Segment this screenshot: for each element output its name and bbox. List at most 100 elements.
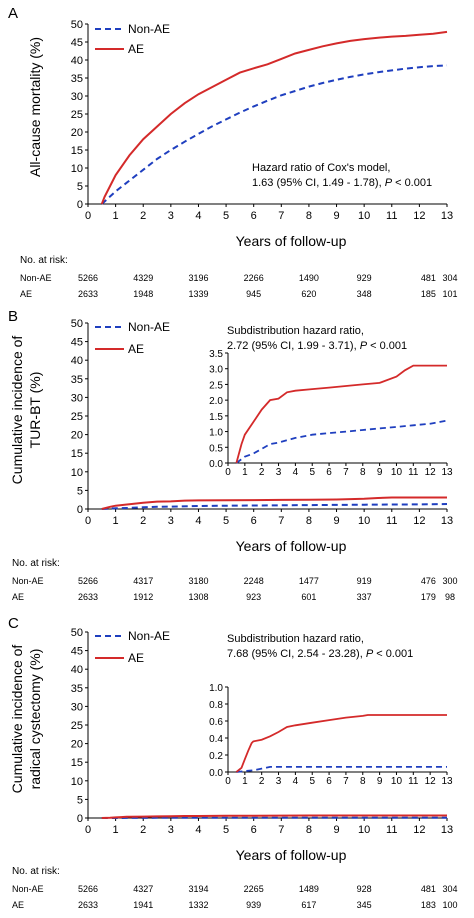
inset-y-tick-label-c: 0.4: [209, 734, 223, 745]
annotation-p-value-c: < 0.001: [373, 648, 413, 660]
x-axis-title-a: Years of follow-up: [236, 233, 347, 249]
legend-label-ae-b: AE: [128, 342, 144, 356]
y-tick-label-b: 40: [71, 355, 83, 367]
annotation-p-value-b: < 0.001: [367, 340, 407, 352]
x-tick-label-a: 5: [223, 210, 229, 222]
risk-value-ae-a: 2633: [78, 289, 98, 299]
y-tick-label-b: 35: [71, 374, 83, 386]
risk-table-title-b: No. at risk:: [12, 558, 60, 569]
x-tick-label-b: 8: [306, 515, 312, 527]
y-tick-label-c: 5: [77, 794, 83, 806]
risk-value-non-ae-c: 481: [421, 884, 436, 894]
inset-x-tick-label-b: 9: [377, 467, 383, 478]
annotation-stats-a: 1.63 (95% CI, 1.49 - 1.78),: [252, 177, 385, 189]
risk-row-label-non-ae-b: Non-AE: [12, 576, 44, 586]
x-tick-label-c: 11: [386, 824, 397, 836]
risk-value-ae-c: 2633: [78, 900, 98, 910]
risk-value-ae-a: 1339: [188, 289, 208, 299]
inset-x-tick-label-b: 2: [259, 467, 265, 478]
y-tick-label-c: 0: [77, 813, 83, 825]
inset-x-tick-label-c: 12: [425, 776, 437, 787]
y-tick-label-a: 30: [71, 91, 83, 103]
y-tick-label-c: 20: [71, 739, 83, 751]
risk-value-non-ae-b: 4317: [133, 576, 153, 586]
inset-x-tick-label-b: 4: [293, 467, 299, 478]
risk-value-ae-b: 98: [445, 592, 455, 602]
risk-table-b: No. at risk: Non-AE AE 5266 4317 3180 2248 1…: [12, 558, 458, 602]
legend-label-ae-a: AE: [128, 42, 144, 56]
legend-label-non-ae-a: Non-AE: [128, 22, 170, 36]
y-tick-label-a: 25: [71, 109, 83, 121]
inset-b: 0.00.51.01.52.02.53.03.50 1 2 3 4 5 6 7 8 9 10 11 12…: [209, 349, 453, 478]
x-tick-label-b: 3: [168, 515, 174, 527]
risk-value-non-ae-a: 4329: [133, 273, 153, 283]
x-tick-label-c: 13: [441, 824, 453, 836]
legend-a: Non-AE AE: [95, 22, 170, 56]
risk-value-non-ae-a: 3196: [188, 273, 208, 283]
risk-value-ae-c: 100: [442, 900, 457, 910]
legend-c: Non-AE AE: [95, 629, 170, 665]
risk-value-non-ae-b: 2248: [244, 576, 264, 586]
inset-x-tick-label-b: 0: [225, 467, 231, 478]
risk-value-ae-a: 185: [421, 289, 436, 299]
inset-x-tick-label-c: 6: [326, 776, 332, 787]
risk-value-ae-c: 345: [357, 900, 372, 910]
inset-series-line-ae-c: [235, 714, 447, 773]
annotation-stats-c: 7.68 (95% CI, 2.54 - 23.28),: [227, 648, 366, 660]
y-tick-label-b: 5: [77, 485, 83, 497]
risk-value-non-ae-b: 919: [357, 576, 372, 586]
risk-value-non-ae-b: 3180: [188, 576, 208, 586]
x-tick-label-b: 11: [386, 515, 397, 527]
inset-y-tick-label-b: 1.0: [209, 428, 223, 439]
x-tick-label-b: 7: [278, 515, 284, 527]
x-axis-title-c: Years of follow-up: [236, 847, 347, 863]
annotation-line1-b: Subdistribution hazard ratio,: [227, 325, 364, 337]
x-tick-label-b: 12: [413, 515, 425, 527]
inset-x-tick-label-b: 7: [343, 467, 349, 478]
y-tick-label-b: 0: [77, 504, 83, 516]
risk-value-ae-a: 101: [442, 289, 457, 299]
inset-x-tick-label-c: 13: [441, 776, 453, 787]
risk-value-non-ae-b: 5266: [78, 576, 98, 586]
risk-value-ae-c: 1332: [188, 900, 208, 910]
risk-row-label-non-ae-c: Non-AE: [12, 884, 44, 894]
legend-label-ae-c: AE: [128, 651, 144, 665]
annotation-a: Hazard ratio of Cox's model, 1.63 (95% C…: [252, 162, 432, 189]
x-tick-label-c: 1: [113, 824, 119, 836]
x-tick-label-c: 5: [223, 824, 229, 836]
risk-value-non-ae-b: 300: [442, 576, 457, 586]
panel-label-c: C: [8, 615, 19, 632]
risk-value-non-ae-c: 304: [442, 884, 457, 894]
risk-value-non-ae-a: 304: [442, 273, 457, 283]
x-tick-label-b: 13: [441, 515, 453, 527]
x-tick-label-b: 1: [113, 515, 119, 527]
risk-row-label-ae-b: AE: [12, 592, 24, 602]
risk-value-non-ae-a: 929: [357, 273, 372, 283]
risk-value-ae-b: 923: [246, 592, 261, 602]
y-axis-title-line2-c: radical cystectomy (%): [27, 649, 43, 790]
y-tick-label-b: 50: [71, 318, 83, 330]
panel-label-a: A: [8, 5, 18, 22]
x-tick-label-b: 5: [223, 515, 229, 527]
x-tick-label-a: 10: [358, 210, 370, 222]
risk-value-ae-a: 348: [357, 289, 372, 299]
y-tick-label-a: 35: [71, 73, 83, 85]
x-tick-label-a: 1: [113, 210, 119, 222]
x-tick-label-b: 0: [85, 515, 91, 527]
risk-value-ae-a: 620: [301, 289, 316, 299]
annotation-p-b: P: [360, 340, 368, 352]
y-tick-label-c: 10: [71, 776, 83, 788]
series-line-non-ae-a: [101, 64, 448, 205]
risk-value-ae-a: 945: [246, 289, 261, 299]
inset-series-line-non-ae-c: [236, 766, 447, 773]
x-tick-label-a: 13: [441, 210, 453, 222]
x-tick-label-b: 6: [251, 515, 257, 527]
inset-x-tick-label-b: 13: [441, 467, 453, 478]
y-axis-title-line1-b: Cumulative incidence of: [9, 336, 25, 485]
risk-value-non-ae-c: 5266: [78, 884, 98, 894]
risk-table-c: No. at risk: Non-AE AE 5266 4327 3194 2265 1…: [12, 866, 458, 910]
y-tick-label-a: 20: [71, 127, 83, 139]
annotation-p-a: P: [385, 177, 393, 189]
y-tick-label-a: 40: [71, 55, 83, 67]
